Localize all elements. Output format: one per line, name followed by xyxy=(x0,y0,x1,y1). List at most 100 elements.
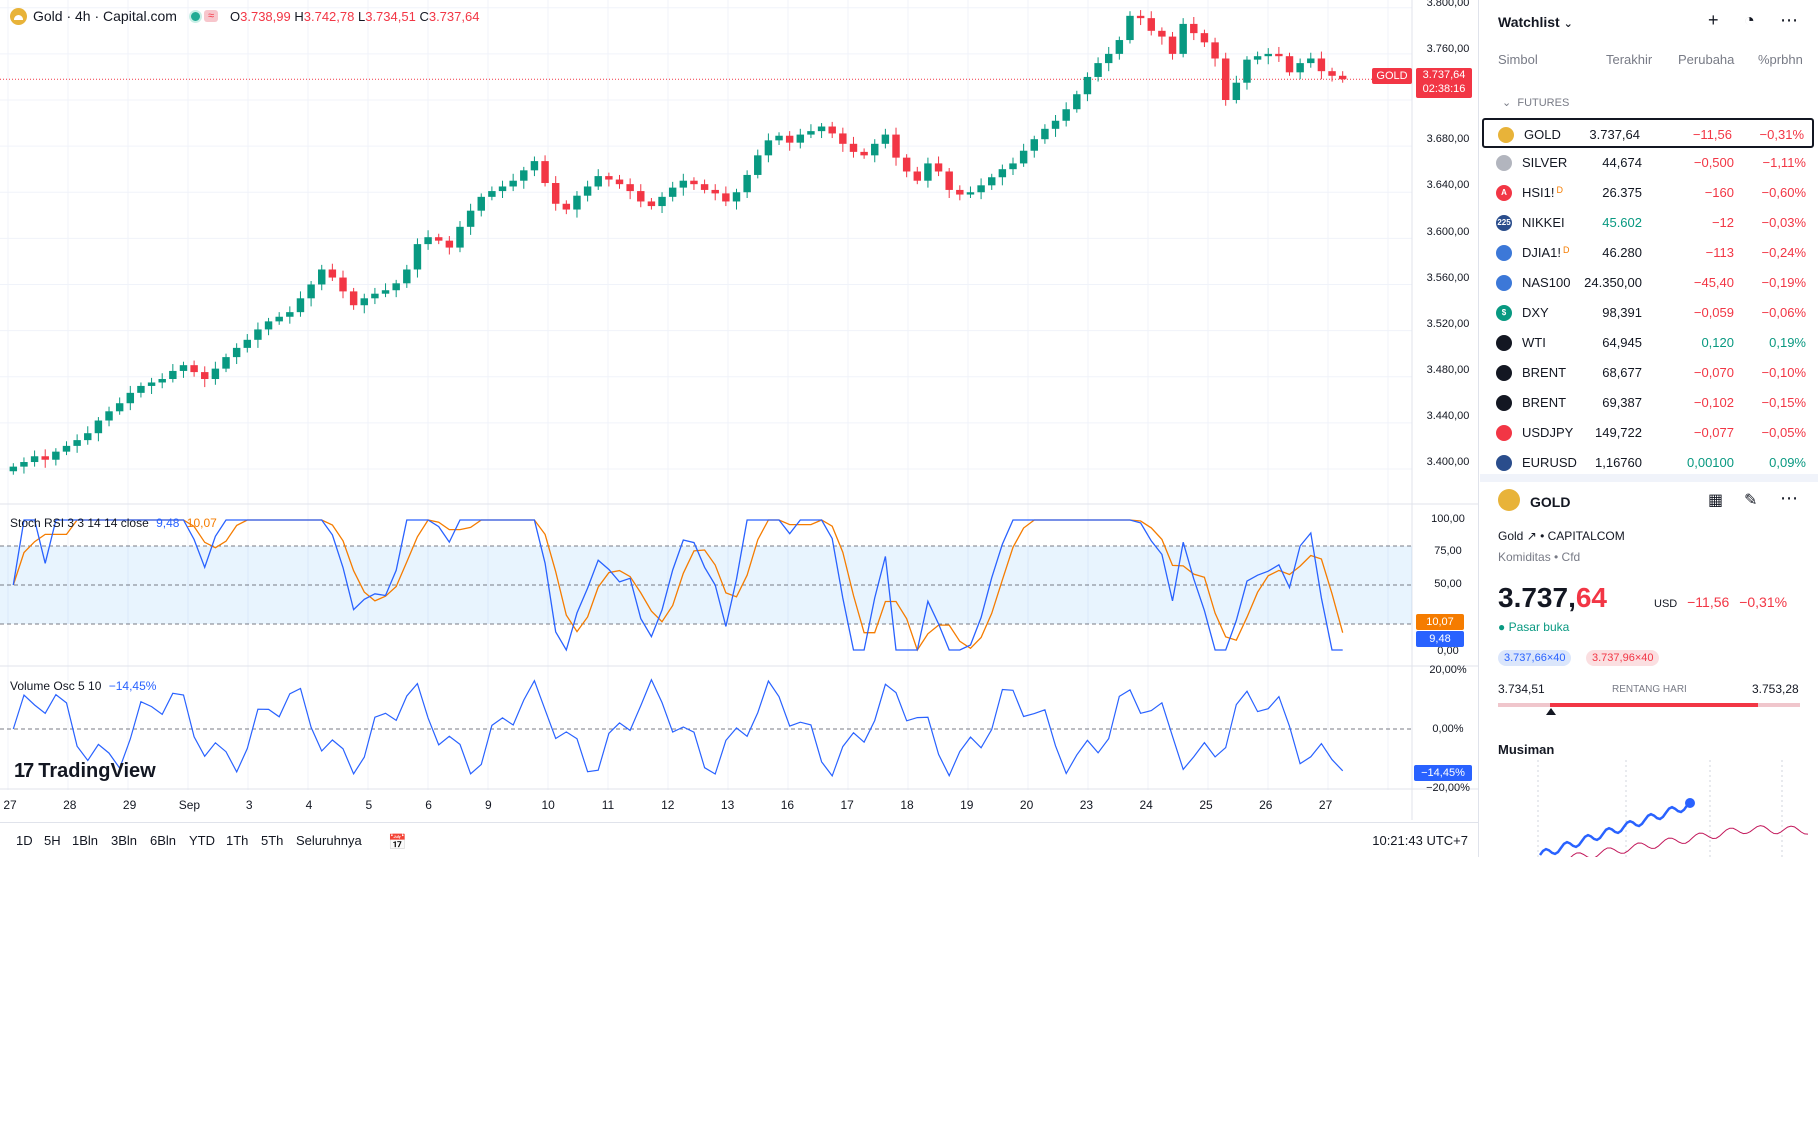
watchlist-symbol: DJIA1! D xyxy=(1522,245,1570,260)
chart-canvas[interactable] xyxy=(0,0,1478,820)
date-tick: 29 xyxy=(122,798,137,812)
candle-body xyxy=(732,192,741,202)
col-change[interactable]: Perubaha xyxy=(1678,52,1735,67)
more-options-icon[interactable]: ⋯ xyxy=(1780,488,1798,508)
seasonal-current-dot xyxy=(1685,798,1695,808)
candle-body xyxy=(296,298,305,313)
watchlist-last: 64,945 xyxy=(1602,335,1642,350)
watchlist-row[interactable]: BRENT 69,387 −0,102 −0,15% xyxy=(1482,388,1814,418)
candle-body xyxy=(392,283,400,291)
details-name[interactable]: Gold ↗ • CAPITALCOM xyxy=(1498,529,1625,543)
candle-body xyxy=(754,155,762,175)
delayed-badge: D xyxy=(1563,245,1570,255)
advanced-view-icon[interactable]: ◔ xyxy=(1744,10,1755,30)
tradingview-logo[interactable]: 17 TradingView xyxy=(14,760,156,782)
candle-body xyxy=(509,180,517,187)
range-5y-button[interactable]: 5Th xyxy=(261,833,284,848)
range-5d-button[interactable]: 5H xyxy=(44,833,61,848)
watchlist-row[interactable]: BRENT 68,677 −0,070 −0,10% xyxy=(1482,358,1814,388)
date-tick: 13 xyxy=(720,798,735,812)
watchlist-symbol: BRENT xyxy=(1522,395,1567,410)
range-ytd-button[interactable]: YTD xyxy=(189,833,215,848)
edit-note-icon[interactable]: ✎ xyxy=(1744,492,1758,509)
section-separator xyxy=(1480,474,1818,482)
date-tick: 16 xyxy=(780,798,795,812)
date-tick: 4 xyxy=(305,798,313,812)
candle-body xyxy=(807,131,815,135)
calendar-icon[interactable]: 📅 xyxy=(388,834,407,851)
seasonals-title[interactable]: Musiman xyxy=(1498,742,1555,757)
vol-tick: −20,00% xyxy=(1426,782,1470,794)
range-all-button[interactable]: Seluruhnya xyxy=(296,833,362,848)
candle-body xyxy=(711,189,719,194)
watchlist-row[interactable]: GOLD 3.737,64 −11,56 −0,31% xyxy=(1482,118,1814,148)
watchlist-row[interactable]: DJIA1! D 46.280 −113 −0,24% xyxy=(1482,238,1814,268)
candle-body xyxy=(530,161,539,171)
candle-body xyxy=(360,298,368,306)
details-category: Komiditas • Cfd xyxy=(1498,550,1581,564)
details-symbol[interactable]: GOLD xyxy=(1530,494,1571,510)
clock-timezone[interactable]: 10:21:43 UTC+7 xyxy=(1372,833,1468,848)
candle-body xyxy=(1136,15,1145,19)
candle-body xyxy=(1126,15,1134,41)
range-3m-button[interactable]: 3Bln xyxy=(111,833,138,848)
range-6m-button[interactable]: 6Bln xyxy=(150,833,177,848)
chart-area[interactable]: Gold · 4h · Capital.com ≈ O3.738,99 H3.7… xyxy=(0,0,1478,820)
stoch-k-tag: 9,48 xyxy=(1416,631,1464,647)
watchlist-pct: −0,31% xyxy=(1759,127,1804,142)
watchlist-row[interactable]: USDJPY 149,722 −0,077 −0,05% xyxy=(1482,418,1814,448)
candle-body xyxy=(1051,120,1060,129)
candle-body xyxy=(413,244,422,270)
watchlist-row[interactable]: 225 NIKKEI 45.602 −12 −0,03% xyxy=(1482,208,1814,238)
candle-body xyxy=(668,187,677,197)
watchlist-row[interactable]: NAS100 24.350,00 −45,40 −0,19% xyxy=(1482,268,1814,298)
range-1d-button[interactable]: 1D xyxy=(16,833,33,848)
price-tick: 3.600,00 xyxy=(1426,226,1470,238)
candle-body xyxy=(849,143,858,152)
range-1m-button[interactable]: 1Bln xyxy=(72,833,99,848)
candle-body xyxy=(679,180,688,188)
candle-body xyxy=(881,134,890,144)
candle-body xyxy=(1275,53,1283,57)
col-pct[interactable]: %prbhn xyxy=(1758,52,1803,67)
layout-icon[interactable]: ▦ xyxy=(1708,492,1724,509)
candle-body xyxy=(286,312,294,317)
candle-body xyxy=(743,174,751,193)
external-link-icon: ↗ xyxy=(1526,529,1537,543)
symbol-title[interactable]: Gold · 4h · Capital.com xyxy=(33,8,177,24)
watchlist-row[interactable]: WTI 64,945 0,120 0,19% xyxy=(1482,328,1814,358)
candle-body xyxy=(307,284,315,299)
panel-divider[interactable] xyxy=(1478,0,1479,857)
more-options-icon[interactable]: ⋯ xyxy=(1780,10,1798,30)
symbol-logo-icon xyxy=(1496,455,1512,471)
price-tick: 3.520,00 xyxy=(1426,318,1470,330)
col-last[interactable]: Terakhir xyxy=(1606,52,1653,67)
watchlist-row[interactable]: $ DXY 98,391 −0,059 −0,06% xyxy=(1482,298,1814,328)
candle-body xyxy=(84,433,92,441)
symbol-logo-icon xyxy=(1496,155,1512,171)
watchlist-row[interactable]: EURUSD 1,16760 0,00100 0,09% xyxy=(1482,448,1814,478)
watchlist-row[interactable]: SILVER 44,674 −0,500 −1,11% xyxy=(1482,148,1814,178)
candle-body xyxy=(977,185,985,193)
market-status[interactable]: ≈ xyxy=(188,9,218,23)
col-symbol[interactable]: Simbol xyxy=(1498,52,1538,67)
watchlist-pct: 0,09% xyxy=(1769,455,1806,470)
candle-body xyxy=(105,411,113,421)
chevron-down-icon: ⌄ xyxy=(1563,18,1573,30)
watchlist-row[interactable]: A HSI1! D 26.375 −160 −0,60% xyxy=(1482,178,1814,208)
futures-group-header[interactable]: ⌄ FUTURES xyxy=(1502,97,1570,109)
candle-body xyxy=(1147,18,1155,31)
seasonals-chart[interactable] xyxy=(1530,760,1810,857)
tradingview-icon: 17 xyxy=(14,760,34,782)
candle-body xyxy=(902,157,911,172)
seasonal-line-prev xyxy=(1570,825,1809,857)
range-1y-button[interactable]: 1Th xyxy=(226,833,249,848)
watchlist-last: 149,722 xyxy=(1595,425,1642,440)
watchlist-change: −0,077 xyxy=(1693,425,1734,440)
watchlist-change: −0,500 xyxy=(1693,155,1734,170)
candle-body xyxy=(456,226,464,248)
watchlist-title[interactable]: Watchlist ⌄ xyxy=(1498,14,1573,30)
add-symbol-icon[interactable]: + xyxy=(1708,10,1719,30)
day-range-label: RENTANG HARI xyxy=(1612,684,1687,695)
candle-body xyxy=(1285,56,1294,73)
